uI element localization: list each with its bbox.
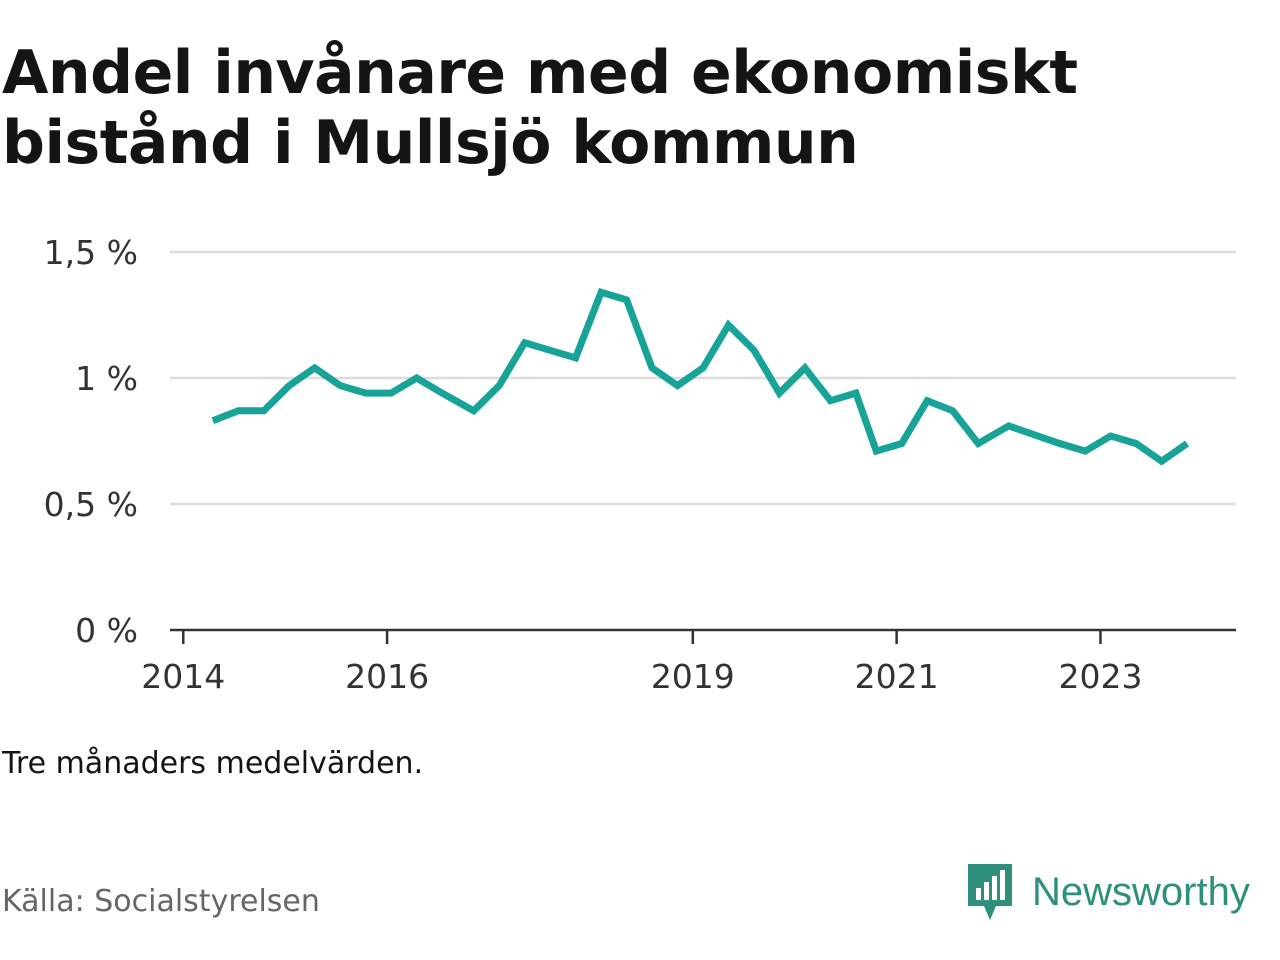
x-tick-label: 2016: [345, 657, 429, 696]
gridlines: [170, 250, 1236, 506]
y-tick-label: 1,5 %: [44, 233, 138, 272]
y-tick-label: 1 %: [75, 359, 138, 398]
series-line: [211, 288, 1190, 466]
newsworthy-chart-icon: [968, 864, 1012, 920]
brand-logo[interactable]: Newsworthy: [966, 862, 1250, 922]
chart-note: Tre månaders medelvärden.: [2, 746, 424, 781]
source-text: Källa: Socialstyrelsen: [2, 884, 320, 919]
y-tick-label: 0,5 %: [44, 485, 138, 524]
chart-title: Andel invånare med ekonomiskt bistånd i …: [2, 38, 1078, 178]
y-axis-ticks: 0 % 0,5 % 1 % 1,5 %: [44, 233, 138, 650]
line-chart: 0 % 0,5 % 1 % 1,5 % 2014 2016 2019 2021 2023: [44, 233, 1236, 696]
x-tick-label: 2019: [651, 657, 735, 696]
y-tick-label: 0 %: [75, 611, 138, 650]
series-group: [211, 288, 1190, 466]
x-axis: 2014 2016 2019 2021 2023: [141, 628, 1236, 696]
x-tick-label: 2021: [855, 657, 939, 696]
x-tick-label: 2014: [141, 657, 225, 696]
brand-name: Newsworthy: [1032, 869, 1250, 914]
x-tick-label: 2023: [1058, 657, 1142, 696]
